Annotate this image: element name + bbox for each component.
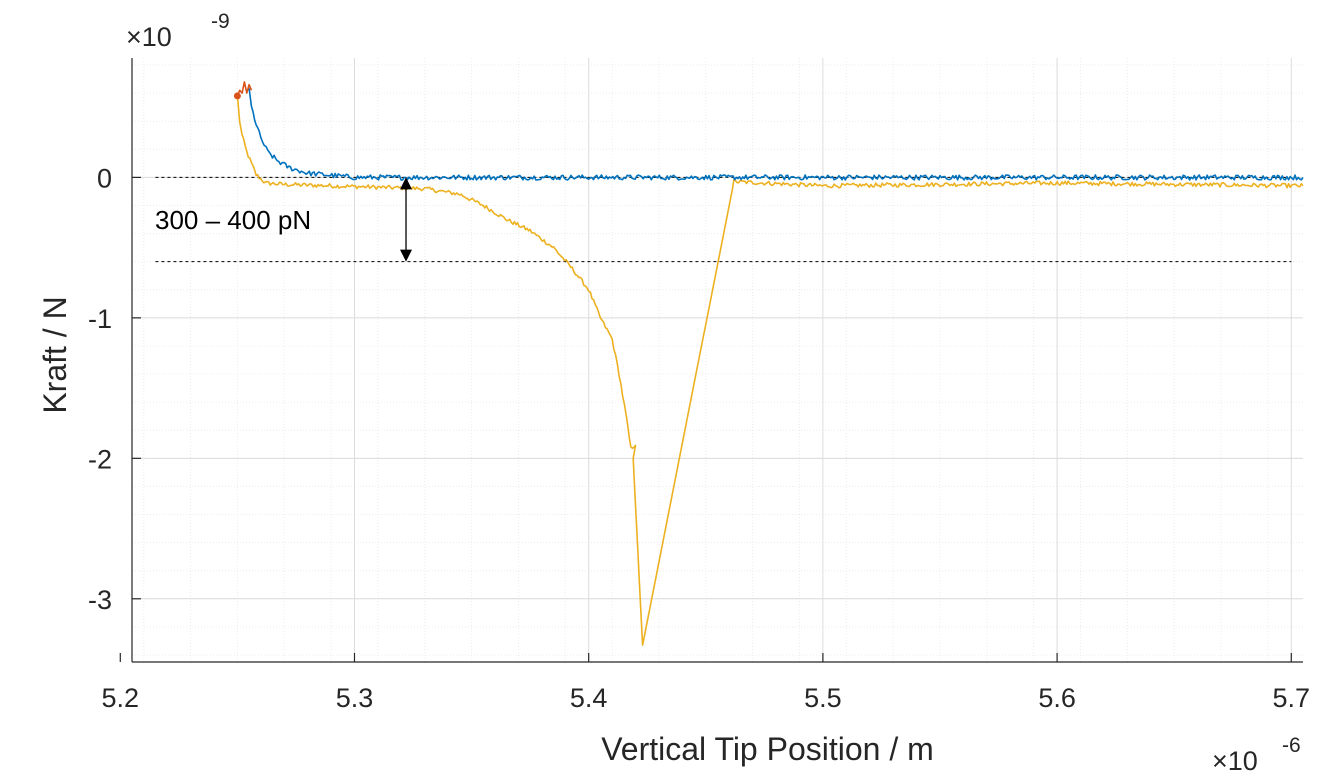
axes: [119, 58, 1303, 663]
y-exponent: -9: [211, 10, 230, 33]
x-tick-label: 5.4: [570, 683, 608, 713]
labels: 5.2 5.3 5.4 5.5 5.6 5.7 0 -1 -2 -3 Vertical Tip Po…: [37, 10, 1310, 776]
x-tick-label: 5.7: [1273, 683, 1311, 713]
y-tick-label: -2: [88, 444, 112, 474]
series-line: [236, 81, 253, 97]
x-axis-label: Vertical Tip Position / m: [601, 731, 934, 767]
annotation-text: 300 – 400 pN: [155, 205, 311, 235]
y-axis-label: Kraft / N: [37, 296, 73, 413]
x-tick-label: 5.6: [1038, 683, 1076, 713]
x-multiplier: ×10: [1212, 746, 1258, 776]
data-series: [233, 81, 1304, 646]
annotations: 300 – 400 pN: [155, 177, 413, 262]
y-tick-label: -3: [88, 585, 112, 615]
x-tick-label: 5.5: [804, 683, 842, 713]
series-line: [248, 88, 1304, 181]
y-multiplier: ×10: [126, 22, 172, 52]
x-tick-label: 5.3: [336, 683, 374, 713]
x-tick-label: 5.2: [102, 683, 140, 713]
y-tick-label: 0: [97, 163, 112, 193]
series-line: [236, 95, 1304, 646]
y-tick-label: -1: [88, 304, 112, 334]
annotation-arrow-head-bottom: [400, 249, 413, 262]
annotation-arrow-head-top: [400, 177, 413, 190]
series-marker: [233, 92, 241, 100]
x-exponent: -6: [1282, 734, 1301, 757]
